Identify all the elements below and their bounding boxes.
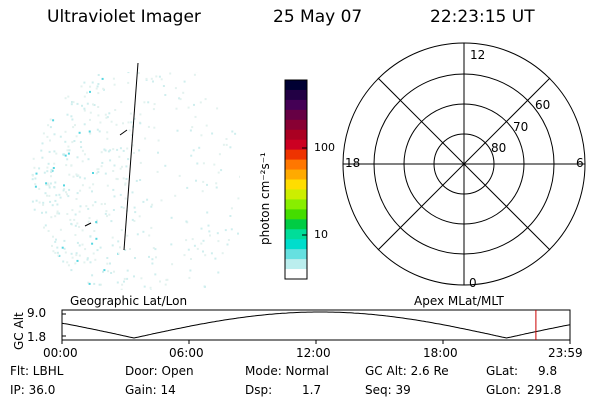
colorbar-cell (285, 219, 307, 230)
status-ip: IP: 36.0 (10, 383, 56, 397)
track-left-title: Geographic Lat/Lon (70, 294, 188, 308)
colorbar-cell (285, 119, 307, 131)
colorbar-cell (285, 129, 307, 141)
time-label: 22:23:15 UT (430, 7, 535, 27)
status-mode: Mode: Normal (245, 364, 329, 378)
mlt-label-18: 18 (345, 156, 361, 170)
track-x-tick-label: 06:00 (169, 346, 204, 360)
polar-axis-diagonal (377, 77, 551, 251)
mlt-label-6: 6 (576, 156, 584, 170)
status-glon-value: 291.8 (527, 383, 562, 397)
colorbar-cell (285, 109, 307, 121)
polar-plot (342, 42, 586, 286)
status-gc-alt: GC Alt: 2.6 Re (365, 364, 449, 378)
track-y-axis-label: GC Alt (12, 312, 26, 350)
uv-earth-image (31, 62, 241, 290)
colorbar-cell (285, 269, 307, 280)
colorbar-cell (285, 189, 307, 200)
track-tick-mark (84, 222, 92, 227)
colorbar-cell (285, 99, 307, 111)
colorbar-unit-label: photon cm⁻²s⁻¹ (258, 152, 272, 245)
status-glat-label: GLat: (486, 364, 519, 378)
status-door: Door: Open (125, 364, 194, 378)
status-dsp-label: Dsp: (245, 383, 273, 397)
colorbar-cell (285, 239, 307, 250)
track-right-title: Apex MLat/MLT (414, 294, 504, 308)
colorbar-cell (285, 229, 307, 240)
altitude-curve (61, 311, 571, 339)
status-filter: Flt: LBHL (10, 364, 64, 378)
colorbar-cell (285, 149, 307, 161)
status-glat-value: 9.8 (538, 364, 558, 378)
status-seq: Seq: 39 (365, 383, 411, 397)
colorbar-cell (285, 249, 307, 260)
track-x-tick-label: 00:00 (43, 346, 78, 360)
mlat-label-60: 60 (535, 98, 551, 112)
colorbar (284, 79, 308, 280)
track-x-tick-label: 18:00 (423, 346, 458, 360)
colorbar-tick-label: 100 (314, 141, 335, 154)
colorbar-cell (285, 209, 307, 220)
status-gain: Gain: 14 (125, 383, 176, 397)
app-title: Ultraviolet Imager (47, 7, 201, 27)
colorbar-cell (285, 89, 307, 101)
terminator-line (123, 62, 139, 251)
colorbar-tick-label: 10 (314, 228, 328, 241)
mlt-label-12: 12 (470, 48, 486, 62)
track-tick-mark (119, 129, 128, 136)
mlt-label-0: 0 (469, 276, 477, 290)
colorbar-cell (285, 139, 307, 151)
colorbar-cell (285, 179, 307, 191)
colorbar-cell (285, 159, 307, 171)
colorbar-frame (284, 79, 308, 280)
orbit-track-plot (61, 309, 571, 344)
colorbar-cell (285, 80, 307, 91)
track-x-tick-label: 23:59 (548, 346, 583, 360)
track-y-tick-label: 1.8 (27, 330, 47, 344)
status-dsp-value: 1.7 (302, 383, 322, 397)
date-label: 25 May 07 (273, 7, 363, 27)
mlat-label-70: 70 (513, 120, 529, 134)
colorbar-cell (285, 199, 307, 210)
colorbar-cell (285, 169, 307, 181)
status-glon-label: GLon: (486, 383, 521, 397)
mlat-label-80: 80 (491, 141, 507, 155)
colorbar-cell (285, 259, 307, 270)
track-x-tick-label: 12:00 (296, 346, 331, 360)
track-y-tick-label: 9.0 (27, 306, 47, 320)
